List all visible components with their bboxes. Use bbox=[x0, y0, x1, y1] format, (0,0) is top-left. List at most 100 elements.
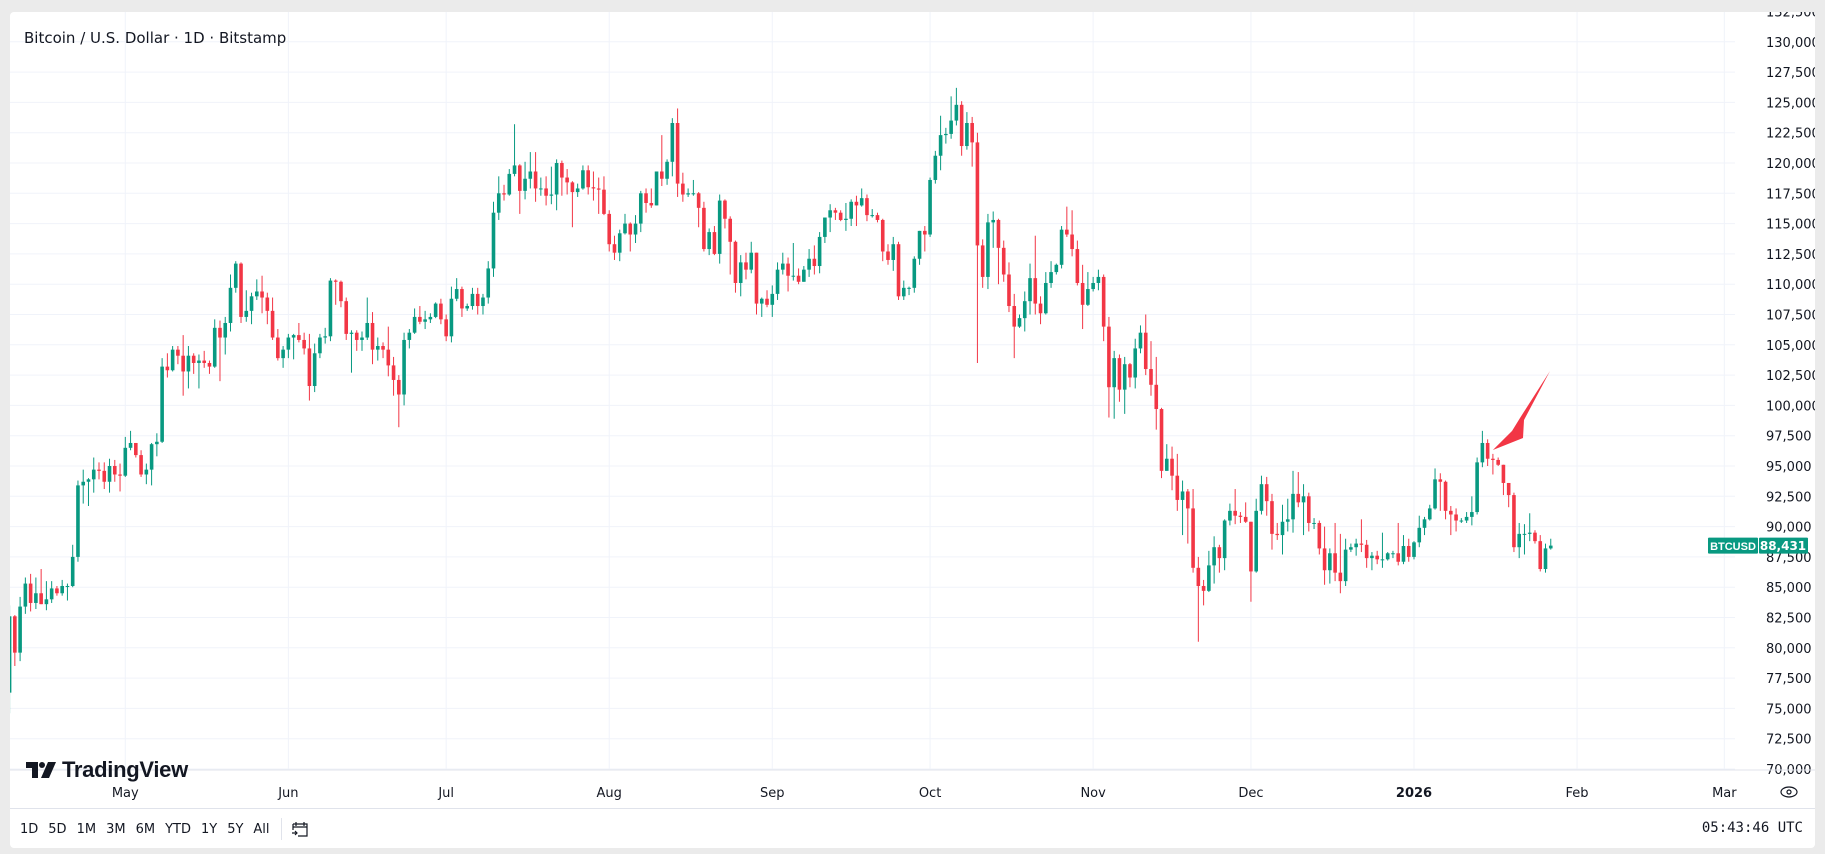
candle-body[interactable] bbox=[375, 346, 380, 350]
candle-body[interactable] bbox=[944, 133, 948, 136]
candle-body[interactable] bbox=[360, 337, 364, 340]
candle-body[interactable] bbox=[1243, 516, 1248, 522]
candle-body[interactable] bbox=[1475, 462, 1479, 513]
candle-body[interactable] bbox=[596, 188, 601, 190]
candle-body[interactable] bbox=[1480, 442, 1485, 463]
candle-body[interactable] bbox=[1375, 555, 1379, 560]
candle-body[interactable] bbox=[302, 339, 306, 349]
candle-body[interactable] bbox=[181, 355, 185, 372]
candle-body[interactable] bbox=[675, 123, 680, 184]
candle-body[interactable] bbox=[1117, 358, 1122, 390]
candle-body[interactable] bbox=[1343, 549, 1348, 582]
candle-body[interactable] bbox=[502, 193, 506, 195]
candle-body[interactable] bbox=[833, 210, 838, 213]
range-1d[interactable]: 1D bbox=[20, 821, 39, 837]
candle-body[interactable] bbox=[1017, 318, 1022, 327]
candle-body[interactable] bbox=[1512, 495, 1516, 548]
candle-body[interactable] bbox=[907, 287, 911, 289]
range-all[interactable]: All bbox=[253, 821, 270, 837]
candle-body[interactable] bbox=[1380, 559, 1385, 561]
candle-body[interactable] bbox=[191, 355, 196, 363]
candle-body[interactable] bbox=[1007, 274, 1011, 307]
candle-body[interactable] bbox=[112, 466, 117, 475]
candle-body[interactable] bbox=[349, 332, 354, 334]
candle-body[interactable] bbox=[544, 188, 548, 196]
candle-body[interactable] bbox=[428, 316, 433, 320]
candle-body[interactable] bbox=[1438, 479, 1443, 482]
candle-body[interactable] bbox=[975, 142, 980, 246]
candle-body[interactable] bbox=[1154, 384, 1159, 410]
candle-body[interactable] bbox=[386, 349, 391, 366]
candle-body[interactable] bbox=[533, 171, 538, 189]
candle-body[interactable] bbox=[286, 337, 291, 350]
candle-body[interactable] bbox=[270, 310, 275, 338]
candle-body[interactable] bbox=[1101, 276, 1106, 327]
candle-body[interactable] bbox=[1322, 548, 1327, 571]
candle-body[interactable] bbox=[381, 346, 385, 350]
candle-body[interactable] bbox=[34, 593, 38, 603]
candle-body[interactable] bbox=[891, 244, 896, 260]
candle-body[interactable] bbox=[1264, 484, 1269, 502]
candle-body[interactable] bbox=[901, 287, 906, 297]
candle-body[interactable] bbox=[170, 349, 175, 371]
clock-utc[interactable]: 05:43:46 UTC bbox=[1701, 820, 1803, 836]
candle-body[interactable] bbox=[1175, 475, 1180, 500]
candle-body[interactable] bbox=[744, 262, 748, 270]
candle-body[interactable] bbox=[1385, 553, 1390, 560]
candle-body[interactable] bbox=[39, 593, 43, 605]
candle-body[interactable] bbox=[1180, 491, 1185, 500]
candle-body[interactable] bbox=[844, 218, 848, 220]
candle-body[interactable] bbox=[738, 262, 743, 283]
candle-body[interactable] bbox=[449, 298, 454, 337]
candle-body[interactable] bbox=[681, 183, 685, 195]
candle-body[interactable] bbox=[1107, 326, 1111, 388]
candle-body[interactable] bbox=[523, 178, 527, 191]
candle-body[interactable] bbox=[323, 336, 327, 338]
candle-body[interactable] bbox=[1401, 545, 1406, 562]
candle-body[interactable] bbox=[433, 303, 438, 317]
candle-body[interactable] bbox=[481, 297, 485, 307]
candle-body[interactable] bbox=[407, 332, 412, 340]
candle-body[interactable] bbox=[933, 155, 938, 180]
candle-body[interactable] bbox=[775, 269, 780, 294]
candle-body[interactable] bbox=[260, 291, 264, 298]
candle-body[interactable] bbox=[623, 223, 627, 234]
calendar-goto-icon[interactable] bbox=[290, 819, 310, 839]
candle-body[interactable] bbox=[807, 258, 811, 270]
candle-body[interactable] bbox=[470, 293, 475, 307]
candle-body[interactable] bbox=[176, 349, 180, 356]
candle-body[interactable] bbox=[97, 469, 101, 471]
candle-body[interactable] bbox=[1254, 510, 1258, 572]
candle-body[interactable] bbox=[1275, 533, 1280, 536]
candle-body[interactable] bbox=[1470, 512, 1474, 517]
candle-body[interactable] bbox=[1364, 544, 1369, 559]
candle-body[interactable] bbox=[717, 200, 722, 254]
candle-body[interactable] bbox=[339, 281, 343, 302]
candle-body[interactable] bbox=[307, 348, 312, 387]
candle-body[interactable] bbox=[539, 188, 543, 190]
candle-body[interactable] bbox=[1059, 229, 1064, 265]
candle-body[interactable] bbox=[144, 469, 149, 475]
candle-body[interactable] bbox=[1464, 516, 1469, 521]
candle-body[interactable] bbox=[223, 322, 228, 338]
candle-body[interactable] bbox=[575, 188, 580, 193]
candle-body[interactable] bbox=[1533, 532, 1537, 542]
candle-body[interactable] bbox=[670, 123, 675, 162]
candlestick-chart[interactable]: 70,00072,50075,00077,50080,00082,50085,0… bbox=[10, 12, 1815, 820]
candle-body[interactable] bbox=[1001, 247, 1006, 275]
settings-icon[interactable] bbox=[1780, 786, 1798, 798]
candle-body[interactable] bbox=[1417, 527, 1422, 543]
candle-body[interactable] bbox=[1522, 533, 1527, 535]
candle-body[interactable] bbox=[1354, 543, 1358, 548]
candle-body[interactable] bbox=[707, 232, 711, 250]
candle-body[interactable] bbox=[1038, 303, 1043, 314]
candle-body[interactable] bbox=[460, 289, 464, 309]
candle-body[interactable] bbox=[370, 322, 375, 350]
candle-body[interactable] bbox=[617, 233, 622, 253]
candle-body[interactable] bbox=[1128, 364, 1132, 378]
candle-body[interactable] bbox=[712, 232, 717, 254]
candle-body[interactable] bbox=[1228, 510, 1232, 521]
candle-body[interactable] bbox=[1506, 482, 1511, 496]
candle-body[interactable] bbox=[249, 296, 254, 311]
candle-body[interactable] bbox=[854, 201, 859, 206]
